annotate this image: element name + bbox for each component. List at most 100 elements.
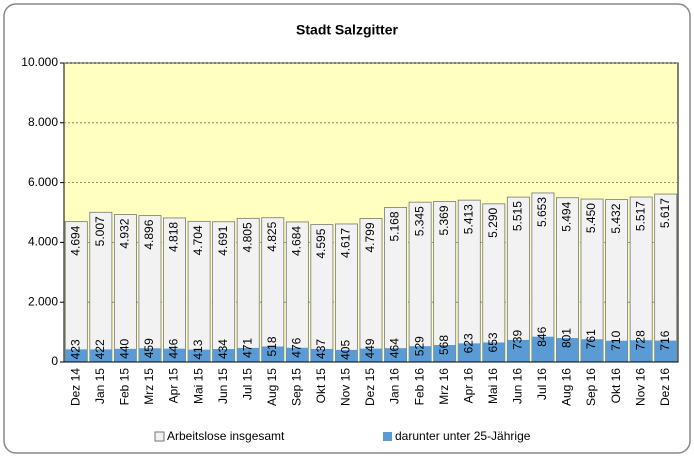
bar [335, 349, 358, 362]
bar [409, 346, 432, 362]
data-label: 5.617 [658, 198, 672, 228]
data-label: 5.653 [535, 197, 549, 227]
data-label: 446 [167, 338, 181, 358]
data-label: 5.515 [511, 201, 525, 231]
data-label: 4.694 [68, 225, 82, 255]
bar [138, 348, 162, 362]
y-tick-label: 2.000 [28, 294, 58, 308]
data-label: 4.617 [339, 228, 353, 258]
bar [286, 347, 309, 362]
bar [507, 339, 530, 362]
y-tick-label: 8.000 [28, 115, 58, 129]
x-tick-label: Feb 15 [118, 368, 132, 406]
y-tick-label: 10.000 [21, 55, 58, 69]
x-tick-label: Okt 16 [609, 368, 623, 404]
data-label: 653 [486, 332, 500, 352]
bar [212, 349, 235, 362]
bar [630, 340, 653, 362]
x-tick-label: Mai 16 [486, 368, 500, 404]
data-label: 5.007 [93, 216, 107, 246]
x-tick-label: Aug 15 [265, 368, 279, 406]
bar [556, 338, 579, 362]
data-label: 423 [68, 339, 82, 359]
data-label: 761 [584, 329, 598, 349]
x-tick-label: Aug 16 [560, 368, 574, 406]
bar [580, 339, 604, 362]
x-tick-label: Jun 15 [216, 368, 230, 404]
x-tick-label: Mai 15 [191, 368, 205, 404]
x-tick-label: Jan 15 [93, 368, 107, 404]
legend-label: Arbeitslose insgesamt [167, 429, 285, 443]
x-tick-label: Feb 16 [412, 368, 426, 406]
data-label: 476 [289, 337, 303, 357]
bar [458, 343, 481, 362]
bar [310, 348, 333, 362]
data-label: 471 [240, 338, 254, 358]
data-label: 716 [658, 330, 672, 350]
data-label: 4.704 [191, 225, 205, 255]
data-label: 5.290 [486, 208, 500, 238]
legend-swatch [154, 431, 165, 442]
x-tick-label: Jun 16 [511, 368, 525, 404]
data-label: 518 [265, 336, 279, 356]
data-label: 440 [118, 338, 132, 358]
x-tick-label: Jan 16 [388, 368, 402, 404]
data-label: 846 [535, 326, 549, 346]
legend-label: darunter unter 25-Jährige [395, 429, 531, 443]
legend-swatch [383, 432, 392, 441]
data-label: 4.799 [363, 222, 377, 252]
data-label: 449 [363, 338, 377, 358]
data-label: 5.168 [388, 211, 402, 241]
y-tick-label: 4.000 [28, 235, 58, 249]
bar [433, 345, 456, 362]
x-tick-label: Apr 16 [461, 368, 475, 404]
data-label: 405 [339, 340, 353, 360]
x-tick-label: Dez 14 [68, 368, 82, 406]
data-label: 464 [388, 338, 402, 358]
x-tick-label: Jul 15 [240, 368, 254, 400]
bar [359, 348, 383, 362]
bar [65, 349, 88, 362]
data-label: 437 [314, 339, 328, 359]
data-label: 623 [461, 333, 475, 353]
bar [605, 340, 628, 362]
bar [237, 347, 260, 362]
data-label: 801 [560, 328, 574, 348]
x-tick-label: Sep 15 [289, 368, 303, 406]
data-label: 728 [633, 330, 647, 350]
y-tick-label: 6.000 [28, 175, 58, 189]
data-label: 5.494 [560, 201, 574, 231]
bar [163, 348, 186, 362]
x-tick-label: Dez 15 [363, 368, 377, 406]
bar [482, 342, 505, 362]
x-tick-label: Nov 16 [633, 368, 647, 406]
bar [89, 349, 112, 362]
bar [654, 340, 677, 362]
x-tick-label: Dez 16 [658, 368, 672, 406]
data-label: 5.432 [609, 203, 623, 233]
data-label: 4.818 [167, 222, 181, 252]
data-label: 5.450 [584, 203, 598, 233]
bar [114, 348, 137, 362]
x-tick-label: Okt 15 [314, 368, 328, 404]
data-label: 568 [437, 335, 451, 355]
data-label: 710 [609, 330, 623, 350]
x-tick-label: Nov 15 [339, 368, 353, 406]
data-label: 4.825 [265, 221, 279, 251]
data-label: 4.805 [240, 222, 254, 252]
data-label: 739 [511, 330, 525, 350]
bar [384, 348, 407, 362]
chart-title: Stadt Salzgitter [296, 22, 398, 38]
x-tick-label: Jul 16 [535, 368, 549, 400]
data-label: 5.345 [412, 206, 426, 236]
data-label: 5.413 [461, 204, 475, 234]
data-label: 529 [412, 336, 426, 356]
data-label: 434 [216, 339, 230, 359]
data-label: 4.932 [118, 218, 132, 248]
data-label: 5.369 [437, 205, 451, 235]
x-tick-label: Mrz 16 [437, 368, 451, 405]
x-tick-label: Apr 15 [167, 368, 181, 404]
bar [188, 349, 211, 362]
x-tick-label: Sep 16 [584, 368, 598, 406]
